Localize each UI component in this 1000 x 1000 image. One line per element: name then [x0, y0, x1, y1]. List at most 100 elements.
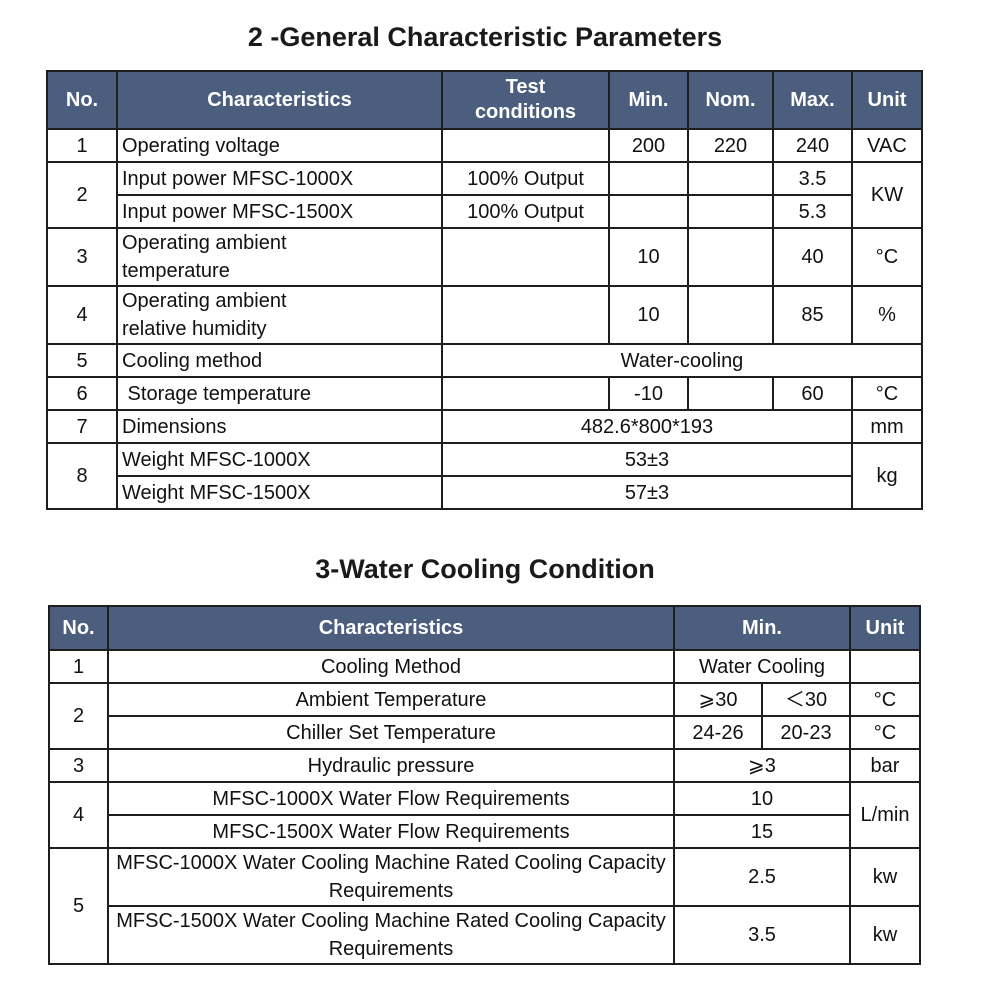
row-nom: 220: [687, 128, 774, 163]
row-no: 7: [46, 409, 118, 444]
row-min: [608, 161, 689, 196]
water-cooling-table: No. Characteristics Min. Unit 1 Cooling …: [48, 605, 921, 965]
table-row: Weight MFSC-1500X 57±3: [47, 475, 922, 510]
table-row: 1 Operating voltage 200 220 240 VAC: [46, 128, 923, 163]
row-value-2: 20-23: [761, 715, 851, 750]
row-test-condition: [441, 376, 610, 411]
row-min: 200: [608, 128, 689, 163]
header-unit: Unit: [849, 605, 921, 651]
row-max: 60: [772, 376, 853, 411]
section-3-title: 3-Water Cooling Condition: [315, 554, 655, 584]
row-unit: kw: [849, 847, 921, 907]
table-row: MFSC-1500X Water Flow Requirements 15: [49, 814, 920, 849]
row-unit: %: [851, 285, 923, 345]
row-max: 85: [772, 285, 853, 345]
row-no: 3: [48, 748, 109, 783]
header-no: No.: [48, 605, 109, 651]
table-row: 6 Storage temperature -10 60 °C: [46, 376, 923, 411]
row-unit: °C: [851, 376, 923, 411]
row-characteristic: Operating ambient relative humidity: [116, 285, 443, 345]
row-nom: [687, 227, 774, 287]
row-value: 57±3: [441, 475, 853, 510]
header-characteristics: Characteristics: [116, 70, 443, 130]
header-min: Min.: [608, 70, 689, 130]
table-header-row: No. Characteristics Test conditions Min.…: [46, 70, 923, 130]
row-no: 4: [48, 781, 109, 849]
row-characteristic: Hydraulic pressure: [107, 748, 675, 783]
table-row: 7 Dimensions 482.6*800*193 mm: [46, 409, 923, 444]
row-value-1: ⩾30: [673, 682, 763, 717]
row-no: 6: [46, 376, 118, 411]
table-row: 8 Weight MFSC-1000X 53±3 kg: [46, 442, 923, 510]
row-unit: °C: [849, 682, 921, 717]
row-value: Water Cooling: [673, 649, 851, 684]
row-no: 5: [46, 343, 118, 378]
row-unit: kg: [851, 442, 923, 510]
row-min: 10: [608, 285, 689, 345]
row-test-condition: 100% Output: [441, 161, 610, 196]
header-nom: Nom.: [687, 70, 774, 130]
row-no: 3: [46, 227, 118, 287]
row-unit: [849, 649, 921, 684]
row-no: 1: [46, 128, 118, 163]
row-characteristic: Input power MFSC-1000X: [116, 161, 443, 196]
row-characteristic: Operating voltage: [116, 128, 443, 163]
row-characteristic: Weight MFSC-1000X: [116, 442, 443, 477]
row-unit: mm: [851, 409, 923, 444]
row-test-condition: [441, 285, 610, 345]
row-max: 40: [772, 227, 853, 287]
row-value: 482.6*800*193: [441, 409, 853, 444]
row-test-condition: 100% Output: [441, 194, 610, 229]
header-test-conditions: Test conditions: [441, 70, 610, 130]
row-characteristic: MFSC-1000X Water Cooling Machine Rated C…: [107, 847, 675, 907]
table-row: 2 Input power MFSC-1000X 100% Output 3.5…: [46, 161, 923, 229]
row-no: 4: [46, 285, 118, 345]
row-characteristic: Weight MFSC-1500X: [116, 475, 443, 510]
row-no: 1: [48, 649, 109, 684]
row-min: [608, 194, 689, 229]
section-2-title: 2 -General Characteristic Parameters: [247, 22, 723, 52]
row-no: 2: [46, 161, 118, 229]
row-characteristic: Operating ambient temperature: [116, 227, 443, 287]
table-row: Chiller Set Temperature 24-26 20-23 °C: [49, 715, 921, 750]
header-no: No.: [46, 70, 118, 130]
row-max: 5.3: [772, 194, 853, 229]
general-parameters-table: No. Characteristics Test conditions Min.…: [46, 70, 923, 510]
row-characteristic: MFSC-1500X Water Cooling Machine Rated C…: [107, 905, 675, 965]
row-unit: L/min: [849, 781, 921, 849]
table-row: MFSC-1500X Water Cooling Machine Rated C…: [49, 905, 921, 965]
table-header-row: No. Characteristics Min. Unit: [48, 605, 921, 651]
row-characteristic: Cooling Method: [107, 649, 675, 684]
table-row: 1 Cooling Method Water Cooling: [48, 649, 921, 684]
row-value-1: 24-26: [673, 715, 763, 750]
row-unit: °C: [849, 715, 921, 750]
header-max: Max.: [772, 70, 853, 130]
table-row: 5 Cooling method Water-cooling: [46, 343, 923, 378]
row-value: 3.5: [673, 905, 851, 965]
row-unit: KW: [851, 161, 923, 229]
table-row: 4 Operating ambient relative humidity 10…: [46, 285, 923, 345]
row-characteristic: Dimensions: [116, 409, 443, 444]
row-value: ⩾3: [673, 748, 851, 783]
row-value: Water-cooling: [441, 343, 923, 378]
row-characteristic: MFSC-1500X Water Flow Requirements: [107, 814, 675, 849]
row-max: 3.5: [772, 161, 853, 196]
row-characteristic: Input power MFSC-1500X: [116, 194, 443, 229]
header-characteristics: Characteristics: [107, 605, 675, 651]
row-nom: [687, 194, 774, 229]
row-characteristic: Cooling method: [116, 343, 443, 378]
table-row: 4 MFSC-1000X Water Flow Requirements 10 …: [48, 781, 921, 849]
row-test-condition: [441, 227, 610, 287]
row-value: 15: [673, 814, 851, 849]
row-unit: bar: [849, 748, 921, 783]
row-nom: [687, 161, 774, 196]
table-row: 3 Operating ambient temperature 10 40 °C: [46, 227, 923, 287]
table-row: Input power MFSC-1500X 100% Output 5.3: [47, 194, 922, 229]
row-value: 2.5: [673, 847, 851, 907]
row-characteristic: Storage temperature: [116, 376, 443, 411]
row-unit: VAC: [851, 128, 923, 163]
row-test-condition: [441, 128, 610, 163]
row-characteristic: MFSC-1000X Water Flow Requirements: [107, 781, 675, 816]
row-unit: °C: [851, 227, 923, 287]
row-min: -10: [608, 376, 689, 411]
